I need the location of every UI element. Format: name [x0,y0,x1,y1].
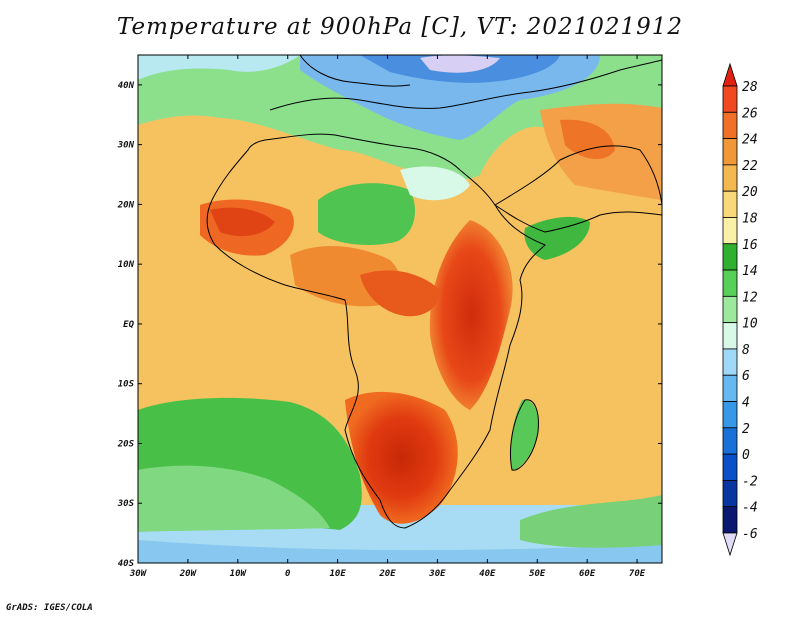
colorbar-label: 24 [742,133,758,148]
field-south-colder [138,540,662,563]
colorbar-label: 6 [742,369,750,384]
lat-tick-label: 10N [118,260,135,270]
colorbar-swatch [722,243,738,271]
colorbar-label: 2 [742,422,750,437]
temperature-field [138,55,662,563]
longitude-axis: 30W 20W 10W 0 10E 20E 30E 40E 50E 60E 70E [129,55,646,579]
lon-tick-label: 10W [230,569,248,579]
europe-coastline [299,55,411,87]
latitude-axis: 40N 30N 20N 10N EQ 10S 20S 30S 40S [117,81,662,569]
colorbar-swatch [722,295,738,324]
mediterranean-coastline [269,59,662,111]
colorbar-swatch [722,190,738,218]
lon-tick-label: 30W [129,569,148,579]
colorbar-label: 22 [742,159,758,174]
field-arabia-hot [560,119,615,160]
lon-tick-label: 20E [378,569,396,579]
lat-tick-label: 40S [118,559,135,569]
colorbar-label: 4 [742,396,750,411]
colorbar-swatch [722,401,738,429]
colorbar-label: 16 [742,238,758,253]
field-central-hot [360,270,440,317]
colorbar-label: 20 [742,185,758,200]
lon-tick-label: 0 [285,569,291,579]
colorbar-label: 14 [742,264,758,279]
chart-title: Temperature at 900hPa [C], VT: 202102191… [116,14,684,40]
colorbar-label: 28 [742,80,758,95]
field-europe-lavender [420,55,500,73]
field-nw-light [138,55,300,80]
field-satlantic-lightgreen [138,465,330,532]
lon-tick-label: 60E [579,569,596,579]
africa-coastline [206,133,546,529]
colorbar-label: -4 [742,501,758,516]
colorbar-swatch [722,322,738,350]
map-frame [137,54,663,564]
lon-tick-label: 40E [479,569,496,579]
lat-tick-label: 20N [117,200,135,210]
field-sindian-green [520,495,662,548]
colorbar-label: 12 [742,290,758,305]
colorbar-label: 8 [742,343,750,358]
colorbar-swatch [722,217,738,245]
colorbar-swatch [722,269,738,297]
footer-credit: GrADS: IGES/COLA [6,603,93,613]
colorbar-swatch [722,427,738,455]
field-eafrica-hot [429,220,513,410]
lon-tick-label: 50E [529,569,546,579]
colorbar-label: 0 [742,448,750,463]
lat-tick-label: 20S [117,439,135,449]
colorbar-cap-top [722,62,738,87]
colorbar-cap-bottom [722,532,738,557]
colorbar-swatch [722,480,738,508]
lon-tick-label: 20W [179,569,198,579]
lon-tick-label: 10E [329,569,346,579]
colorbar-label: 26 [742,106,758,121]
colorbar-swatch [722,111,738,139]
lat-tick-label: 40N [118,81,135,91]
colorbar-swatch [722,453,738,481]
colorbar-label: 10 [742,317,758,332]
colorbar-swatch [722,374,738,402]
colorbar-swatch [722,138,738,166]
field-madagascar-green [510,399,539,470]
lon-tick-label: 30E [428,569,446,579]
field-wafrica-hotter [210,207,275,237]
colorbar-label: -2 [742,474,758,489]
lat-tick-label: 10S [118,380,135,390]
colorbar-swatch [722,85,738,113]
colorbar-swatch [722,506,738,534]
field-egypt-pale [400,166,470,201]
madagascar-coastline [510,399,539,471]
lat-tick-label: 30S [117,499,135,509]
lat-tick-label: EQ [123,320,134,330]
colorbar-swatch [722,164,738,192]
colorbar-label: 18 [742,211,758,226]
colorbar-label: -6 [742,527,758,542]
lon-tick-label: 70E [629,569,646,579]
lat-tick-label: 30N [117,141,135,151]
field-sahara-green [318,183,415,245]
colorbar-swatch [722,348,738,376]
